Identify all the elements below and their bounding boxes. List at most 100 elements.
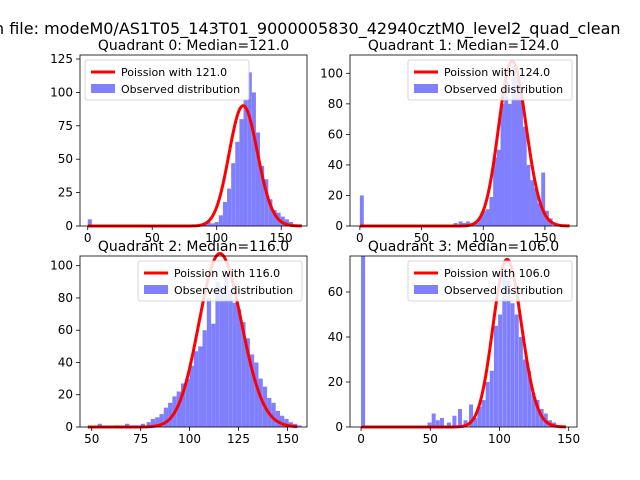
histogram-bar	[193, 351, 199, 427]
histogram-bar	[159, 414, 164, 427]
histogram-bar	[168, 402, 173, 427]
histogram-bar	[268, 199, 273, 226]
y-tick-label: 100	[320, 66, 343, 80]
legend-label-poisson: Poission with 121.0	[121, 66, 227, 79]
histogram-bar	[185, 378, 190, 427]
y-tick-label: 60	[328, 285, 343, 299]
histogram-bar	[272, 209, 277, 226]
histogram-bar	[87, 219, 92, 226]
histogram-bar	[254, 362, 259, 427]
histogram-bar	[163, 407, 169, 427]
y-tick-label: 20	[328, 375, 343, 389]
histogram-bar	[140, 423, 145, 427]
subplot-quadrant-0: Quadrant 0: Median=121.0 0 50 100 150 0 25 50 75…	[50, 38, 308, 245]
axes-frame	[79, 54, 308, 227]
x-tick-label: 150	[276, 432, 299, 446]
histogram-bar	[507, 103, 512, 226]
histogram-bar	[541, 172, 546, 226]
subplot-title: Quadrant 1: Median=124.0	[368, 38, 559, 54]
histogram-bar	[245, 338, 250, 427]
histogram-bar	[531, 393, 536, 427]
y-tick-label: 100	[50, 259, 73, 273]
x-tick-label: 100	[488, 432, 511, 446]
x-tick-label: 0	[356, 231, 364, 245]
histogram-bar	[150, 418, 156, 427]
histogram-bar	[228, 289, 233, 427]
histogram-bar	[481, 400, 486, 427]
x-tick-label: 150	[270, 231, 293, 245]
histogram-bar	[527, 370, 532, 427]
x-tick-label: 0	[84, 231, 92, 245]
legend-bar-swatch	[144, 285, 168, 294]
histogram-bar	[241, 322, 246, 427]
legend-label-observed: Observed distribution	[121, 83, 240, 96]
histogram-bar	[255, 132, 261, 226]
legend-label-poisson: Poission with 116.0	[174, 267, 280, 280]
x-tick-label: 100	[472, 231, 495, 245]
subplot-quadrant-3: Quadrant 3: Median=106.0 0 50 100 150 0 20 40 60…	[328, 239, 580, 446]
subplot-quadrant-1: Quadrant 1: Median=124.0 0 50 100 150 0 20 40 60…	[320, 38, 578, 245]
x-tick-label: 100	[205, 231, 228, 245]
histogram-bar	[446, 422, 451, 427]
histogram-bar	[235, 141, 240, 226]
y-tick-label: 50	[58, 152, 73, 166]
subplot-title: Quadrant 2: Median=116.0	[98, 239, 289, 255]
legend-box	[407, 260, 573, 302]
histogram-bar	[297, 425, 302, 427]
y-tick-label: 0	[335, 219, 343, 233]
legend-bar-swatch	[414, 84, 438, 93]
histogram-bar	[530, 180, 535, 226]
histogram-bar	[155, 417, 160, 427]
histogram-bar	[502, 274, 507, 427]
histogram-bar	[198, 346, 203, 427]
histogram-bar	[264, 179, 269, 226]
histogram-bar	[537, 203, 542, 226]
histogram-bar	[243, 99, 248, 226]
histogram-bar	[498, 314, 503, 427]
axes-frame	[79, 255, 308, 428]
histogram-bar	[219, 286, 225, 427]
histogram-bar	[146, 422, 151, 427]
y-tick-label: 0	[335, 420, 343, 434]
histogram-bar	[506, 280, 511, 427]
legend-box	[137, 260, 303, 302]
histogram-bar	[361, 256, 366, 427]
x-tick-label: 150	[557, 432, 580, 446]
x-tick-label: 150	[533, 231, 556, 245]
y-tick-label: 125	[50, 52, 73, 66]
histogram-bar	[485, 382, 490, 427]
histogram-bar	[458, 221, 463, 226]
y-tick-label: 20	[58, 388, 73, 402]
histogram-bar	[533, 187, 538, 226]
histogram-bar	[279, 415, 285, 427]
histogram-bar	[125, 423, 130, 427]
histogram-bar	[227, 188, 232, 226]
x-tick-label: 100	[178, 432, 201, 446]
histogram-bar	[427, 422, 432, 427]
x-tick-label: 50	[414, 231, 429, 245]
legend-label-observed: Observed distribution	[174, 284, 293, 297]
histogram-bar	[214, 221, 219, 226]
histogram-bar	[489, 370, 494, 427]
histogram-bar	[453, 222, 458, 226]
subplot-title: Quadrant 0: Median=121.0	[98, 38, 289, 54]
histogram-bar	[496, 149, 501, 226]
y-tick-label: 25	[58, 186, 73, 200]
histogram-bar	[284, 219, 289, 226]
subplot-title: Quadrant 3: Median=106.0	[368, 239, 559, 255]
y-tick-label: 40	[328, 330, 343, 344]
histogram-bar	[457, 409, 462, 427]
histogram-bar	[206, 221, 211, 226]
histogram-bar	[260, 165, 265, 226]
histogram-bar	[482, 210, 486, 226]
histogram-bar	[478, 216, 483, 226]
histogram-bar	[510, 303, 515, 427]
histogram-bar	[474, 222, 479, 226]
x-tick-label: 50	[145, 231, 160, 245]
histogram-bar	[435, 420, 440, 427]
y-tick-label: 60	[328, 127, 343, 141]
histogram-bar	[189, 365, 194, 427]
histogram-bar	[515, 76, 520, 226]
histogram-bar	[258, 378, 263, 427]
